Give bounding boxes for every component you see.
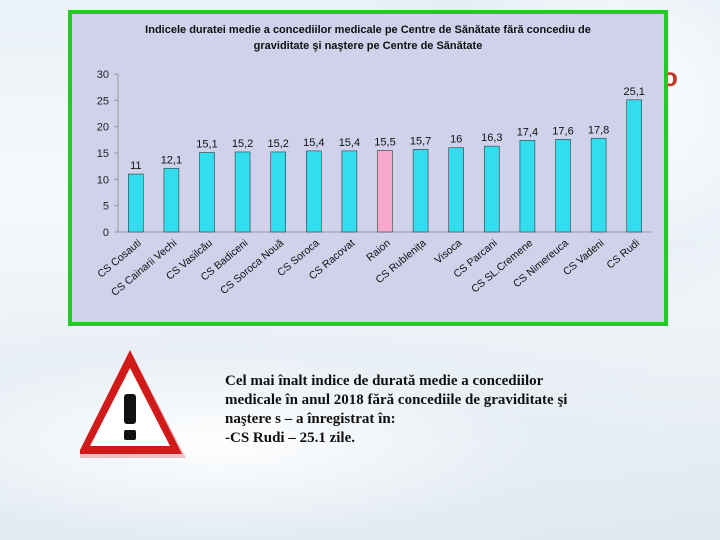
bar-value-label: 17,6 (552, 125, 573, 137)
bar (234, 151, 251, 233)
bar (519, 140, 536, 233)
bar-value-label: 15,4 (303, 137, 324, 149)
bar-value-label: 15,2 (232, 138, 253, 150)
bar (270, 151, 286, 233)
bar-value-label: 12,1 (161, 154, 182, 166)
bar (199, 152, 215, 233)
bar-value-label: 17,8 (588, 124, 609, 136)
bar (412, 149, 429, 233)
category-label: CS Rudi (604, 237, 642, 271)
category-label: Visoca (432, 237, 464, 266)
conclusion-text: Cel mai înalt indice de durată medie a c… (225, 372, 655, 448)
bar (590, 137, 607, 233)
bar (555, 139, 571, 233)
y-tick-label: 10 (97, 174, 109, 186)
bar-value-label: 15,1 (196, 138, 217, 150)
y-tick-label: 25 (97, 95, 109, 107)
chart-frame: Indicele duratei medie a concediilor med… (68, 10, 668, 326)
bar-value-label: 15,4 (339, 137, 360, 149)
chart-title: Indicele duratei medie a concediilor med… (72, 22, 664, 54)
y-tick-label: 20 (97, 122, 109, 134)
chart-title-line-2: graviditate şi naştere pe Centre de Sănă… (253, 40, 483, 52)
conclusion-line-4: -CS Rudi – 25.1 zile. (225, 430, 356, 446)
chart-title-line-1: Indicele duratei medie a concediilor med… (145, 24, 591, 36)
conclusion-line-1: Cel mai înalt indice de durată medie a c… (225, 373, 544, 389)
bar-value-label: 16,3 (481, 132, 502, 144)
bar-value-label: 15,2 (267, 138, 288, 150)
bar-value-label: 25,1 (623, 86, 644, 98)
bar-value-label: 15,5 (374, 136, 395, 148)
bar (306, 150, 322, 233)
bar (448, 147, 464, 233)
bar-value-label: 16 (450, 134, 462, 146)
warning-icon (80, 350, 186, 458)
y-tick-label: 5 (103, 201, 109, 213)
category-label: CS SL.Cremene (469, 237, 535, 295)
bar (377, 150, 393, 233)
bar-value-label: 17,4 (517, 126, 538, 138)
bar (163, 167, 180, 233)
category-label: Raion (364, 237, 393, 264)
category-label: CS Cainarii Vechi (109, 237, 179, 299)
bar-value-label: 11 (130, 160, 141, 172)
category-label: CS Soroca Nouă (218, 237, 286, 297)
bar-value-label: 15,7 (410, 135, 431, 147)
bar (626, 99, 642, 233)
y-tick-label: 30 (97, 69, 109, 81)
y-tick-label: 15 (97, 148, 109, 160)
y-tick-label: 0 (103, 227, 109, 239)
conclusion-line-2: medicale în anul 2018 fără concediile de… (225, 392, 568, 408)
bar (484, 145, 500, 233)
bar (128, 173, 144, 233)
conclusion-line-3: naştere s – a înregistrat în: (225, 411, 396, 427)
bar (341, 150, 358, 233)
